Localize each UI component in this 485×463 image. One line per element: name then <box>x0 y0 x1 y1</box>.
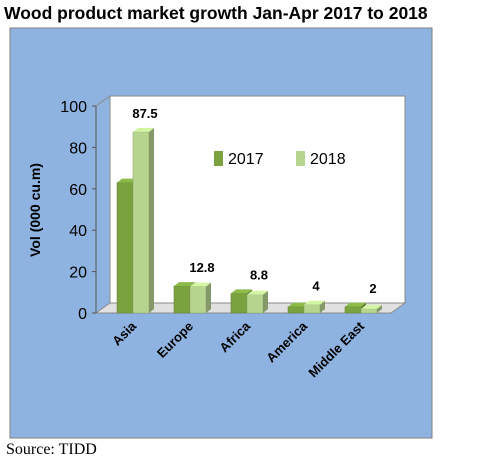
data-label: 12.8 <box>189 260 214 275</box>
y-tick-label: 20 <box>69 265 87 282</box>
bar-side <box>377 304 382 313</box>
y-tick-label: 80 <box>69 140 87 157</box>
bar-top <box>345 302 366 307</box>
bar-top <box>231 289 252 294</box>
bar-top <box>361 304 382 309</box>
y-tick-label: 100 <box>60 99 87 116</box>
chart-frame-border <box>9 27 433 439</box>
bar-top <box>304 300 325 305</box>
bar-2017-middle-east <box>344 306 362 314</box>
bar-side <box>206 282 211 313</box>
data-label: 8.8 <box>250 267 268 282</box>
bar-2018-europe <box>189 286 207 314</box>
bar-top <box>247 290 268 295</box>
bar-top <box>190 282 211 287</box>
legend-label-2018: 2018 <box>310 151 346 168</box>
data-label: 87.5 <box>132 106 157 121</box>
data-label: 2 <box>369 281 376 296</box>
y-tick-label: 40 <box>69 223 87 240</box>
bar-2017-asia <box>116 182 134 314</box>
bar-2017-america <box>287 306 305 314</box>
source-note: Source: TIDD <box>6 441 97 458</box>
legend-swatch-2018 <box>296 151 305 166</box>
bar-2018-america <box>303 304 321 314</box>
chart-title: Wood product market growth Jan-Apr 2017 … <box>4 3 428 23</box>
bar-2017-africa <box>230 293 248 314</box>
bar-2018-middle-east <box>360 308 378 314</box>
legend-swatch-2017 <box>214 151 223 166</box>
bar-side <box>320 300 325 313</box>
y-axis-side-top <box>95 95 111 107</box>
bar-side <box>263 290 268 313</box>
y-axis-label: Vol (000 cu.m) <box>27 163 43 257</box>
bar-side <box>149 127 154 313</box>
bar-2018-asia <box>132 131 150 314</box>
bar-2018-africa <box>246 294 264 314</box>
y-tick-label: 60 <box>69 182 87 199</box>
bar-top <box>133 127 154 132</box>
legend: 2017 2018 <box>190 143 370 173</box>
bar-2017-europe <box>173 285 191 314</box>
legend-label-2017: 2017 <box>228 151 264 168</box>
data-label: 4 <box>312 279 320 294</box>
bar-top <box>174 282 195 287</box>
y-tick-label: 0 <box>78 306 87 323</box>
